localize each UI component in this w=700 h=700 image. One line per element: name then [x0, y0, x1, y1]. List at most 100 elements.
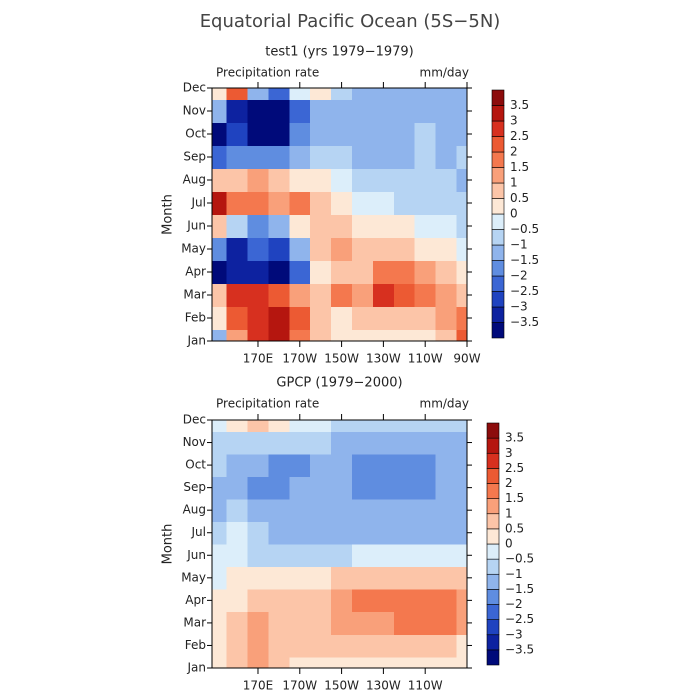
cell [414, 589, 437, 613]
colorbar-box [491, 244, 505, 261]
colorbar-box [491, 136, 505, 153]
cell [310, 611, 332, 635]
y-axis-label: Month [161, 194, 176, 235]
colorbar-label: 3 [510, 114, 518, 128]
cell [435, 145, 458, 170]
cell [268, 214, 290, 239]
variable-label: Precipitation rate [216, 66, 319, 80]
colorbar-box [486, 422, 500, 439]
cell [247, 88, 270, 101]
cell [268, 260, 290, 285]
cell [247, 168, 270, 193]
cell [393, 544, 416, 568]
cell [456, 99, 467, 124]
colorbar-box [491, 213, 505, 230]
cell [456, 237, 467, 262]
colorbar-label: −3.5 [505, 642, 534, 656]
cell [352, 306, 374, 331]
cell [414, 476, 437, 500]
cell [456, 544, 467, 568]
y-tick-label: May [181, 570, 206, 584]
cell [435, 260, 458, 285]
cell [414, 168, 437, 193]
cell [393, 329, 416, 341]
y-axis-label: Month [161, 524, 176, 565]
colorbar-box [491, 275, 505, 292]
cell [456, 611, 467, 635]
cell [310, 168, 332, 193]
cell [226, 214, 249, 239]
cell [435, 168, 458, 193]
cell [289, 521, 311, 545]
cell [352, 122, 374, 147]
cell [352, 237, 374, 262]
colorbar-box [486, 468, 500, 484]
y-tick-label: Jul [191, 525, 206, 539]
cell [226, 329, 249, 341]
cell [289, 476, 311, 500]
y-tick-label: Aug [183, 173, 206, 187]
cell [414, 656, 437, 668]
cell [226, 420, 249, 432]
y-tick-label: May [181, 242, 206, 256]
colorbar-label: 0.5 [510, 191, 529, 205]
cell [212, 544, 228, 568]
y-tick-label: Nov [183, 435, 206, 449]
colorbar-label: −3.5 [510, 315, 539, 329]
cell [331, 283, 353, 308]
colorbar-box [491, 105, 505, 122]
colorbar-label: 0 [505, 537, 513, 551]
colorbar-box [491, 89, 505, 106]
cell [226, 306, 249, 331]
cell [289, 656, 311, 668]
cell [268, 237, 290, 262]
cell [247, 122, 270, 147]
colorbar-label: −1 [505, 567, 523, 581]
cell [331, 453, 353, 477]
colorbar-label: −2 [510, 269, 528, 283]
cell [226, 476, 249, 500]
cell [372, 283, 395, 308]
cell [372, 589, 395, 613]
cell [289, 431, 311, 455]
cell [456, 498, 467, 523]
cell [247, 99, 270, 124]
cell [289, 88, 311, 101]
y-tick-label: Jan [187, 661, 207, 675]
cell [352, 283, 374, 308]
cell [372, 329, 395, 341]
cell [268, 88, 290, 101]
cell [247, 145, 270, 170]
cell [212, 611, 228, 635]
cell [393, 237, 416, 262]
cell [310, 214, 332, 239]
cell [331, 521, 353, 545]
cell [310, 420, 332, 432]
x-tick-label: 150W [324, 352, 359, 366]
colorbar-box [486, 619, 500, 636]
cell [247, 214, 270, 239]
cell [226, 168, 249, 193]
cell [372, 498, 395, 523]
cell [372, 656, 395, 668]
cell [435, 544, 458, 568]
cell [331, 88, 353, 101]
plot-area [212, 420, 467, 668]
y-tick-label: Apr [185, 265, 206, 279]
cell [268, 420, 290, 432]
cell [456, 476, 467, 500]
x-tick-label: 170E [243, 352, 274, 366]
cell [414, 122, 437, 147]
cell [393, 145, 416, 170]
cell [212, 145, 228, 170]
cell [268, 431, 290, 455]
cell [289, 260, 311, 285]
colorbar-label: −1.5 [510, 253, 539, 267]
cell [247, 634, 270, 658]
cell [456, 214, 467, 239]
cell [289, 329, 311, 341]
cell [310, 634, 332, 658]
cell [331, 122, 353, 147]
x-tick-label: 170W [282, 679, 317, 693]
cell [456, 88, 467, 101]
